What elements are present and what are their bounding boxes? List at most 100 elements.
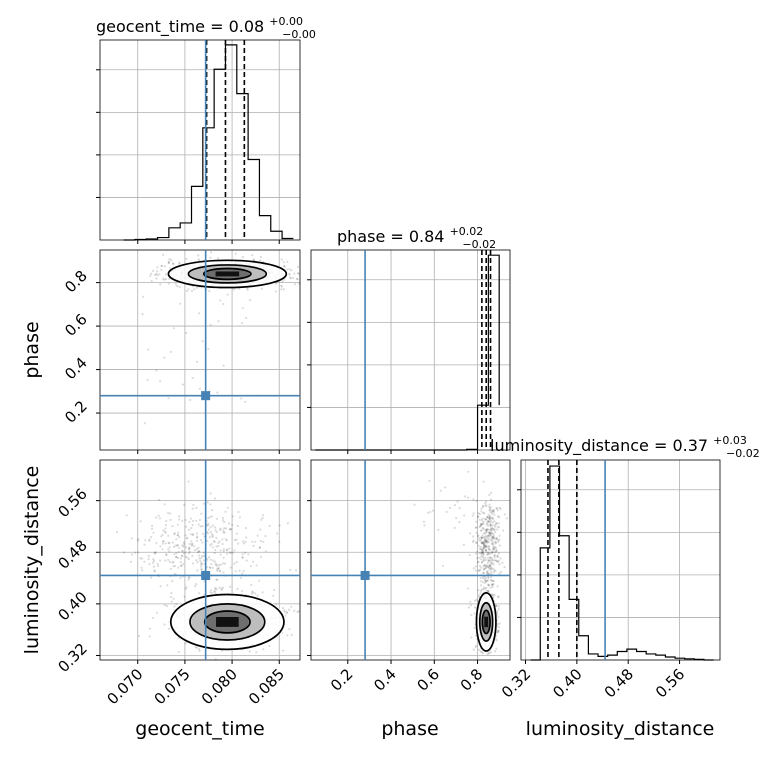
sample-point bbox=[259, 528, 262, 531]
sample-point bbox=[485, 531, 488, 534]
sample-point bbox=[173, 532, 176, 535]
sample-point bbox=[202, 555, 205, 558]
sample-point bbox=[466, 587, 470, 590]
sample-point bbox=[207, 347, 210, 350]
sample-point bbox=[190, 289, 194, 293]
sample-point bbox=[480, 558, 483, 561]
sample-point bbox=[147, 554, 150, 558]
sample-point bbox=[191, 507, 194, 510]
sample-point bbox=[184, 534, 187, 537]
sample-point bbox=[139, 520, 142, 523]
sample-point bbox=[183, 503, 186, 506]
sample-point bbox=[492, 580, 495, 583]
hist-bar bbox=[656, 655, 666, 660]
panel-frame bbox=[99, 39, 301, 241]
panel-frame bbox=[99, 459, 301, 661]
sample-point bbox=[496, 528, 499, 531]
sample-point bbox=[182, 541, 185, 544]
sample-point bbox=[480, 561, 483, 564]
sample-point bbox=[498, 572, 501, 575]
tick-label-x: 0.075 bbox=[151, 665, 194, 708]
sample-point bbox=[236, 524, 239, 528]
sample-point bbox=[188, 546, 191, 549]
sample-point bbox=[490, 579, 493, 582]
sample-point bbox=[489, 651, 493, 654]
sample-point bbox=[158, 273, 161, 276]
sample-point bbox=[497, 623, 500, 626]
sample-point bbox=[491, 550, 494, 553]
sample-point bbox=[235, 561, 238, 564]
sample-point bbox=[148, 635, 151, 638]
sample-point bbox=[472, 567, 475, 570]
panel-frame bbox=[520, 459, 721, 661]
sample-point bbox=[191, 533, 194, 536]
sample-point bbox=[488, 652, 491, 655]
sample-point bbox=[494, 537, 497, 540]
sample-point bbox=[463, 514, 466, 517]
hist-bar bbox=[588, 654, 598, 660]
sample-point bbox=[250, 592, 253, 595]
sample-point bbox=[480, 536, 483, 539]
panel-luminosity_distance-vs-phase bbox=[307, 459, 511, 664]
sample-point bbox=[492, 535, 495, 539]
sample-point bbox=[487, 547, 490, 550]
sample-point bbox=[252, 560, 255, 563]
sample-point bbox=[252, 544, 255, 548]
sample-point bbox=[478, 552, 481, 555]
sample-point bbox=[231, 551, 234, 554]
sample-point bbox=[200, 512, 203, 515]
sample-point bbox=[210, 563, 213, 566]
sample-point bbox=[496, 539, 500, 542]
sample-point bbox=[480, 510, 483, 513]
sample-point bbox=[489, 556, 492, 559]
sample-point bbox=[497, 626, 500, 629]
sample-point bbox=[486, 570, 489, 573]
sample-point bbox=[200, 567, 203, 571]
sample-point bbox=[153, 569, 156, 572]
sample-point bbox=[214, 590, 217, 593]
sample-point bbox=[478, 547, 481, 551]
sample-point bbox=[479, 580, 482, 583]
sample-point bbox=[485, 539, 488, 543]
sample-point bbox=[153, 570, 156, 573]
sample-point bbox=[485, 545, 488, 548]
sample-point bbox=[158, 517, 161, 520]
sample-point bbox=[190, 543, 193, 546]
sample-point bbox=[488, 507, 491, 510]
sample-point bbox=[486, 553, 489, 556]
sample-point bbox=[486, 570, 489, 573]
sample-point bbox=[181, 383, 184, 386]
sample-point bbox=[485, 540, 488, 543]
sample-point bbox=[491, 583, 494, 587]
sample-point bbox=[497, 552, 500, 555]
sample-point bbox=[503, 565, 506, 569]
sample-point bbox=[169, 567, 172, 571]
sample-point bbox=[496, 560, 499, 563]
sample-point bbox=[490, 517, 494, 520]
sample-point bbox=[224, 527, 227, 530]
sample-point bbox=[210, 509, 214, 512]
sample-point bbox=[182, 543, 186, 546]
sample-point bbox=[475, 526, 478, 529]
histogram-phase bbox=[315, 254, 500, 451]
sample-point bbox=[478, 556, 481, 560]
sample-point bbox=[164, 531, 167, 534]
sample-point bbox=[241, 255, 244, 259]
sample-point bbox=[488, 531, 491, 534]
sample-point bbox=[163, 503, 166, 506]
sample-point bbox=[197, 648, 201, 651]
sample-point bbox=[131, 553, 134, 556]
sample-point bbox=[197, 258, 200, 261]
sample-point bbox=[155, 611, 159, 614]
sample-point bbox=[172, 561, 175, 564]
sample-point bbox=[480, 540, 483, 543]
sample-point bbox=[226, 548, 229, 551]
sample-point bbox=[468, 554, 471, 557]
sample-point bbox=[490, 542, 493, 546]
sample-point bbox=[488, 517, 491, 520]
sample-point bbox=[482, 542, 485, 545]
sample-point bbox=[186, 556, 189, 559]
contour-line bbox=[189, 602, 266, 641]
sample-point bbox=[484, 580, 487, 583]
sample-point bbox=[490, 557, 494, 560]
